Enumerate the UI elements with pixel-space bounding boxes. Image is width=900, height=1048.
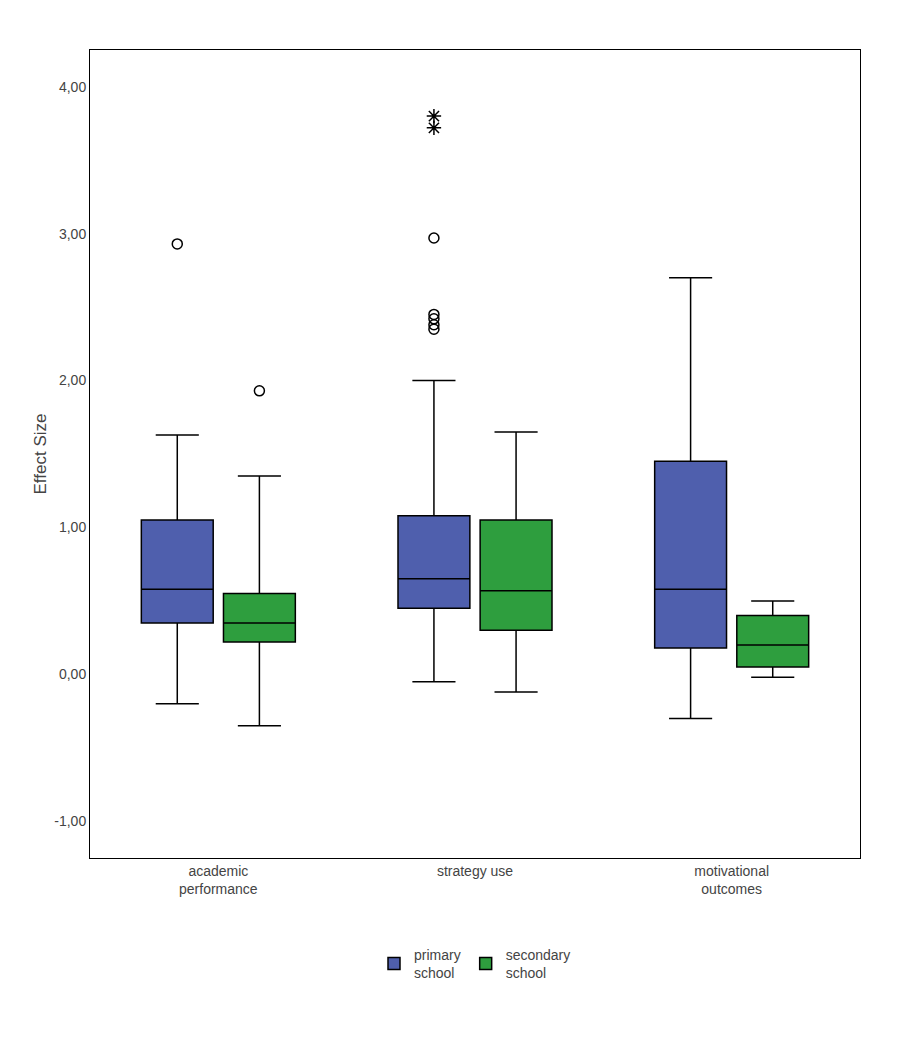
svg-text:secondaryschool: secondaryschool [506,947,571,981]
svg-text:3,00: 3,00 [59,226,86,242]
svg-text:primaryschool: primaryschool [414,947,461,981]
svg-text:1,00: 1,00 [59,519,86,535]
svg-text:0,00: 0,00 [59,666,86,682]
svg-text:4,00: 4,00 [59,79,86,95]
svg-text:strategy use: strategy use [437,863,513,879]
svg-text:academicperformance: academicperformance [179,863,258,897]
svg-text:2,00: 2,00 [59,372,86,388]
svg-text:Effect Size: Effect Size [31,414,50,495]
svg-text:-1,00: -1,00 [54,813,86,829]
svg-text:motivationaloutcomes: motivationaloutcomes [694,863,769,897]
